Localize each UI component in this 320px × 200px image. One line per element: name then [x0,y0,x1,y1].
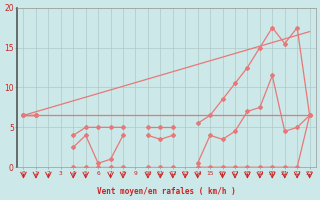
X-axis label: Vent moyen/en rafales ( km/h ): Vent moyen/en rafales ( km/h ) [97,187,236,196]
